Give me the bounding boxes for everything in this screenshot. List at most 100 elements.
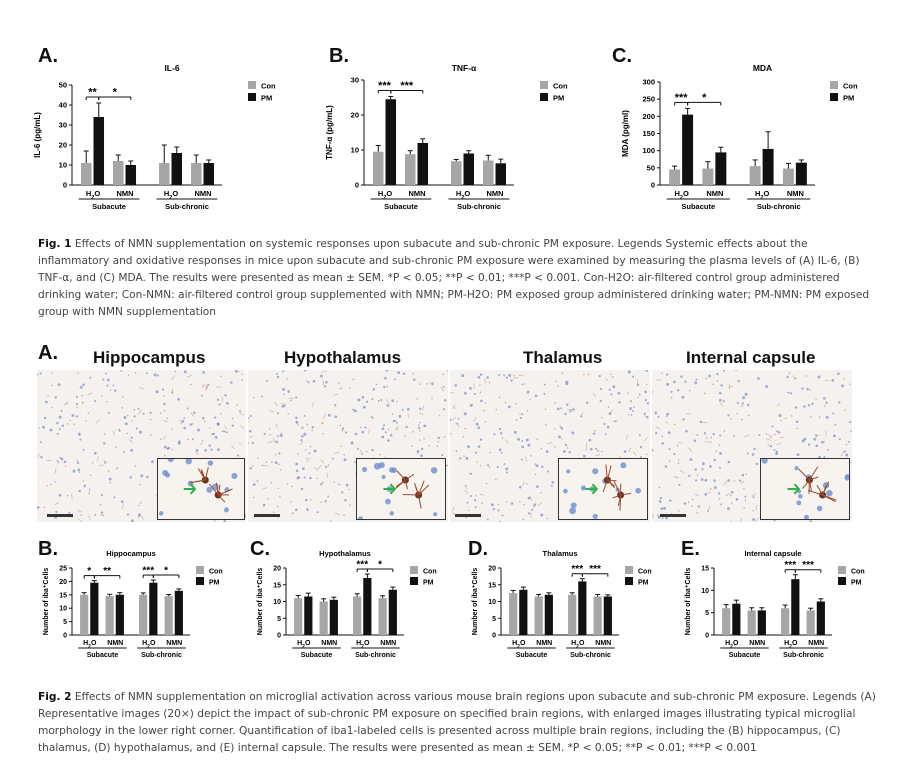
nucleus-dot bbox=[741, 402, 744, 405]
microglia-process bbox=[218, 488, 233, 496]
cell-process-dot bbox=[723, 430, 726, 432]
fig2-caption-label: Fig. 2 bbox=[38, 691, 72, 703]
significance-label: * bbox=[164, 566, 168, 577]
cell-process-dot bbox=[844, 409, 846, 411]
group-label: Subacute bbox=[681, 202, 715, 211]
significance-label: *** bbox=[571, 564, 583, 575]
nucleus bbox=[844, 475, 850, 481]
cell-process-dot bbox=[85, 420, 87, 422]
nucleus-dot bbox=[608, 388, 611, 391]
fig1-panel-letter-b: B. bbox=[329, 45, 349, 67]
y-tick-label: 10 bbox=[59, 161, 67, 170]
cell-process-dot bbox=[534, 463, 536, 465]
bar-con bbox=[509, 593, 518, 635]
cell-process bbox=[54, 468, 57, 474]
nucleus-dot bbox=[307, 381, 310, 384]
cell-process-dot bbox=[87, 412, 89, 414]
cell-process bbox=[824, 379, 830, 382]
cell-process bbox=[505, 439, 509, 444]
significance-label: * bbox=[378, 560, 382, 571]
nucleus-dot bbox=[93, 451, 97, 455]
nucleus-dot bbox=[823, 455, 826, 459]
cell-process-dot bbox=[269, 434, 271, 436]
nucleus-dot bbox=[431, 382, 434, 386]
cell-process-dot bbox=[645, 383, 648, 386]
cell-process-dot bbox=[546, 517, 549, 520]
cell-process-dot bbox=[419, 421, 422, 424]
cell-process-dot bbox=[380, 398, 383, 401]
cell-process-dot bbox=[253, 396, 255, 399]
cell-process bbox=[268, 410, 274, 413]
bar-pm bbox=[682, 114, 694, 185]
cell-process-dot bbox=[239, 442, 241, 445]
nucleus-dot bbox=[638, 434, 641, 437]
y-tick-label: 200 bbox=[642, 112, 655, 121]
bar-pm bbox=[762, 148, 774, 185]
nucleus-dot bbox=[646, 402, 650, 405]
nucleus bbox=[378, 462, 385, 469]
nucleus-dot bbox=[420, 447, 424, 451]
nucleus-dot bbox=[758, 434, 761, 437]
nucleus-dot bbox=[807, 443, 811, 446]
significance-label: *** bbox=[784, 560, 796, 571]
cell-process-dot bbox=[733, 480, 736, 482]
legend-swatch bbox=[248, 93, 256, 101]
nucleus-dot bbox=[560, 426, 564, 430]
cell-process-dot bbox=[64, 465, 67, 467]
nucleus-dot bbox=[275, 440, 279, 444]
nucleus-dot bbox=[505, 467, 509, 471]
y-axis-label: Number of iba⁺Cells bbox=[257, 568, 264, 636]
nucleus-dot bbox=[701, 462, 705, 466]
nucleus-dot bbox=[100, 493, 104, 497]
cell-process-dot bbox=[316, 477, 318, 480]
nucleus-dot bbox=[652, 448, 654, 452]
cell-process-dot bbox=[736, 412, 739, 415]
nucleus-dot bbox=[58, 428, 61, 431]
cell-process-dot bbox=[439, 415, 441, 417]
nucleus-dot bbox=[181, 420, 185, 423]
nucleus-dot bbox=[316, 511, 319, 514]
nucleus-dot bbox=[717, 492, 721, 495]
nucleus-dot bbox=[327, 413, 331, 417]
nucleus-dot bbox=[392, 419, 395, 423]
nucleus-dot bbox=[644, 390, 647, 394]
nucleus-dot bbox=[775, 452, 778, 456]
cell-process-dot bbox=[138, 504, 140, 507]
cell-process-dot bbox=[710, 437, 713, 439]
green-arrow-icon bbox=[383, 483, 397, 495]
cell-process bbox=[702, 421, 708, 424]
nucleus-dot bbox=[208, 444, 211, 447]
cell-process bbox=[334, 512, 340, 516]
cell-process-dot bbox=[499, 520, 501, 522]
nucleus-dot bbox=[183, 426, 187, 430]
cell-process-dot bbox=[849, 383, 851, 385]
cell-process-dot bbox=[501, 437, 504, 439]
nucleus-dot bbox=[218, 403, 221, 406]
y-tick-label: 50 bbox=[59, 81, 67, 90]
nucleus-dot bbox=[202, 371, 205, 374]
cell-process-dot bbox=[267, 498, 269, 500]
nucleus-dot bbox=[722, 400, 725, 403]
cell-process-dot bbox=[309, 445, 312, 448]
cell-process-dot bbox=[559, 425, 561, 427]
nucleus-dot bbox=[510, 502, 514, 505]
nucleus-dot bbox=[365, 400, 369, 403]
nucleus-dot bbox=[77, 468, 81, 472]
nucleus-dot bbox=[474, 506, 477, 509]
bar-pm bbox=[417, 143, 429, 185]
cell-process-dot bbox=[339, 424, 342, 427]
nucleus-dot bbox=[324, 500, 327, 503]
nucleus-dot bbox=[251, 441, 254, 445]
nucleus-dot bbox=[747, 403, 750, 407]
nucleus-dot bbox=[477, 375, 481, 379]
nucleus-dot bbox=[632, 375, 635, 378]
nucleus-dot bbox=[833, 434, 836, 438]
nucleus-dot bbox=[153, 373, 157, 377]
bar-con bbox=[80, 594, 89, 635]
cell-process-dot bbox=[271, 461, 273, 463]
nucleus-dot bbox=[661, 442, 664, 445]
cell-process-dot bbox=[479, 464, 482, 467]
group-label: Subacute bbox=[729, 652, 761, 659]
nucleus-dot bbox=[639, 445, 643, 449]
cell-process-dot bbox=[78, 471, 80, 473]
